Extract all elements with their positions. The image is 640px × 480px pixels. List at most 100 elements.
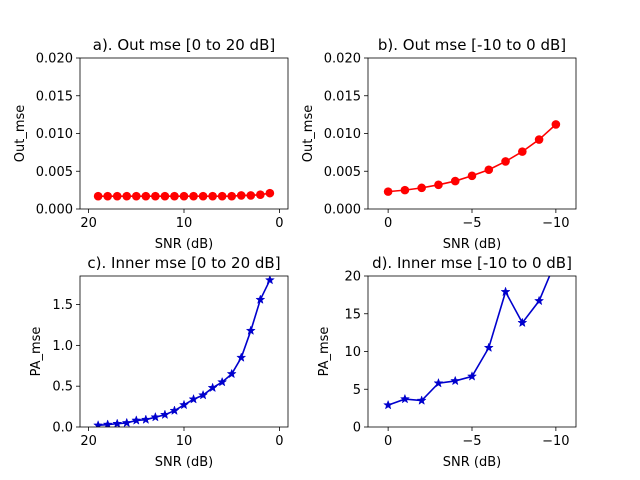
y-tick-label: 0.020 bbox=[324, 52, 361, 67]
x-tick-label: 20 bbox=[80, 216, 97, 231]
data-point bbox=[399, 393, 410, 404]
x-tick-label: −5 bbox=[462, 434, 481, 449]
subplot-title: d). Inner mse [-10 to 0 dB] bbox=[372, 254, 572, 272]
data-point bbox=[227, 191, 237, 201]
y-axis-label: Out_mse bbox=[301, 105, 316, 163]
y-tick-label: 0.015 bbox=[324, 89, 361, 104]
data-point bbox=[433, 377, 444, 388]
plot-frame bbox=[79, 57, 289, 210]
y-tick-label: 0.020 bbox=[36, 52, 73, 67]
data-point bbox=[131, 191, 141, 201]
x-tick-label: −10 bbox=[542, 216, 569, 231]
data-point bbox=[246, 191, 256, 200]
x-axis-label: SNR (dB) bbox=[443, 455, 501, 470]
y-tick-label: 5 bbox=[353, 383, 361, 398]
y-tick-label: 10 bbox=[344, 345, 361, 360]
series-line bbox=[388, 123, 557, 193]
data-point bbox=[141, 191, 151, 201]
data-point bbox=[517, 317, 528, 328]
y-tick-label: 0.010 bbox=[36, 127, 73, 142]
y-tick-label: 0.0 bbox=[52, 421, 73, 436]
data-point bbox=[140, 414, 151, 424]
subplot-title: c). Inner mse [0 to 20 dB] bbox=[87, 254, 280, 272]
data-point bbox=[198, 191, 208, 201]
data-point bbox=[188, 393, 199, 404]
x-tick-label: −5 bbox=[462, 216, 481, 231]
plot-frame bbox=[79, 275, 289, 428]
x-tick-label: 20 bbox=[80, 434, 97, 449]
data-point bbox=[466, 371, 478, 381]
subplot-2: b). Out mse [-10 to 0 dB] 0 −5 −10 0.000 0.00… bbox=[301, 36, 577, 252]
y-tick-label: 0.005 bbox=[36, 165, 73, 180]
x-tick-label: 0 bbox=[384, 434, 392, 449]
x-tick-label: 10 bbox=[176, 434, 193, 449]
y-tick-label: 0.000 bbox=[36, 203, 73, 218]
data-point bbox=[93, 420, 104, 427]
y-axis-label: PA_mse bbox=[29, 327, 44, 377]
y-axis-label: Out_mse bbox=[13, 105, 28, 163]
subplot-title: b). Out mse [-10 to 0 dB] bbox=[378, 36, 566, 54]
data-point bbox=[400, 185, 410, 195]
series-1 bbox=[93, 188, 275, 201]
data-point bbox=[178, 399, 190, 410]
y-tick-label: 0.5 bbox=[52, 380, 73, 395]
data-point bbox=[264, 276, 275, 285]
data-point bbox=[534, 135, 544, 144]
y-tick-label: 0.010 bbox=[324, 127, 361, 142]
plot-frame bbox=[367, 57, 577, 210]
data-point bbox=[170, 191, 179, 201]
data-point bbox=[450, 375, 461, 386]
data-point bbox=[189, 191, 198, 201]
subplot-4: d). Inner mse [-10 to 0 dB] 0 −5 −10 0 5 10 15 2… bbox=[317, 254, 577, 470]
data-point bbox=[416, 395, 427, 405]
data-point bbox=[236, 191, 246, 200]
data-point bbox=[169, 405, 180, 415]
data-point bbox=[150, 411, 161, 422]
data-point bbox=[217, 191, 227, 201]
series-line bbox=[387, 276, 551, 406]
data-point bbox=[226, 368, 237, 379]
data-point bbox=[256, 190, 265, 199]
data-point bbox=[236, 352, 247, 362]
data-point bbox=[484, 165, 494, 175]
data-point bbox=[102, 419, 113, 427]
data-point bbox=[383, 399, 394, 410]
series-1 bbox=[93, 276, 275, 427]
subplot-1: a). Out mse [0 to 20 dB] 20 10 0 0.000 0.005 0… bbox=[13, 36, 289, 252]
plot-frame bbox=[367, 275, 577, 428]
data-point bbox=[467, 171, 477, 181]
data-point bbox=[245, 325, 256, 335]
data-point bbox=[551, 120, 561, 129]
y-tick-label: 0.000 bbox=[324, 203, 361, 218]
data-point bbox=[208, 191, 217, 201]
data-point bbox=[534, 295, 545, 306]
subplot-3: c). Inner mse [0 to 20 dB] 20 10 0 0.0 0.5 1.0… bbox=[29, 254, 289, 470]
data-point bbox=[450, 176, 460, 186]
data-point bbox=[434, 180, 443, 190]
data-point bbox=[207, 382, 218, 393]
data-point bbox=[265, 188, 275, 198]
data-point bbox=[159, 409, 170, 420]
x-tick-label: 0 bbox=[275, 216, 283, 231]
data-point bbox=[501, 157, 510, 166]
series-1 bbox=[383, 120, 561, 196]
data-point bbox=[112, 418, 123, 427]
y-tick-label: 1.5 bbox=[52, 298, 73, 313]
data-point bbox=[131, 415, 142, 425]
series-1 bbox=[383, 276, 551, 410]
x-axis-label: SNR (dB) bbox=[443, 237, 501, 252]
x-axis-label: SNR (dB) bbox=[155, 455, 213, 470]
y-tick-label: 0.005 bbox=[324, 165, 361, 180]
subplot-title: a). Out mse [0 to 20 dB] bbox=[93, 36, 275, 54]
x-tick-label: 0 bbox=[384, 216, 392, 231]
x-tick-label: −10 bbox=[542, 434, 569, 449]
x-tick-label: 0 bbox=[275, 434, 283, 449]
data-point bbox=[383, 187, 393, 196]
y-tick-label: 15 bbox=[344, 307, 361, 322]
x-axis-label: SNR (dB) bbox=[155, 237, 213, 252]
data-point bbox=[121, 417, 132, 427]
data-point bbox=[122, 191, 132, 201]
data-point bbox=[255, 294, 266, 304]
y-tick-label: 20 bbox=[344, 270, 361, 285]
